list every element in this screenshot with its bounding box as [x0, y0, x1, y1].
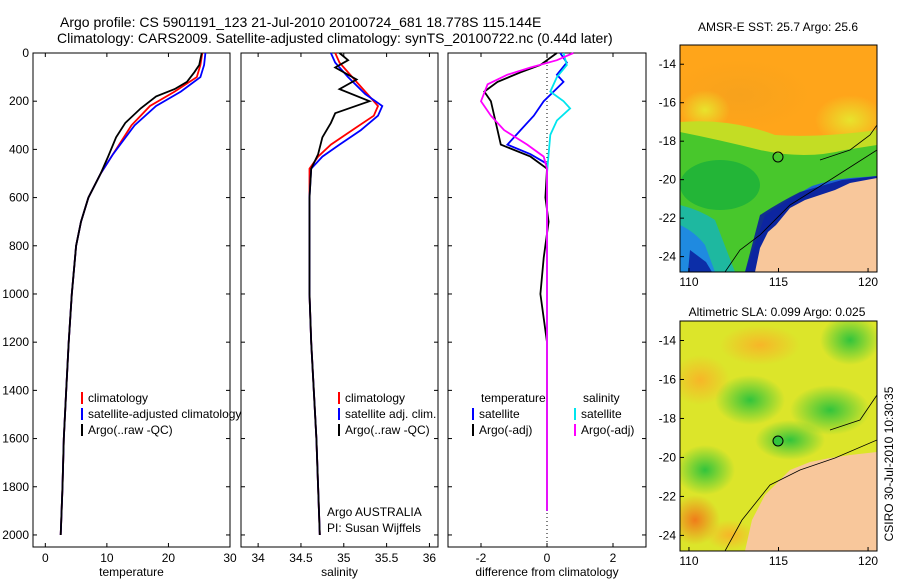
map-xtick-label: 110 — [679, 275, 698, 289]
sla-map: Altimetric SLA: 0.099 Argo: 0.025 110 115… — [659, 305, 879, 568]
sst-map-title: AMSR-E SST: 25.7 Argo: 25.6 — [698, 20, 858, 34]
difference-series-line — [483, 52, 558, 511]
legend-label: Argo(-adj) — [479, 423, 532, 437]
annotation-line: PI: Susan Wijffels — [327, 521, 421, 535]
legend-label: satellite adj. clim. — [345, 407, 436, 421]
salinity-xlabel: salinity — [321, 565, 358, 579]
legend-label: satellite — [479, 407, 520, 421]
depth-tick-label: 0 — [22, 46, 29, 60]
map-ytick-label: -20 — [659, 450, 677, 464]
map-ytick-label: -22 — [659, 489, 677, 503]
difference-xlabel: difference from climatology — [475, 565, 618, 579]
salinity-axes — [240, 52, 439, 548]
depth-tick-label: 1600 — [2, 432, 29, 446]
difference-xtick-label: 2 — [610, 551, 617, 565]
legend-label: Argo(-adj) — [581, 423, 634, 437]
temperature-xtick-label: 20 — [162, 551, 176, 565]
map-xtick-label: 115 — [769, 275, 788, 289]
depth-tick-label: 600 — [9, 191, 29, 205]
annotation-line: Argo AUSTRALIA — [327, 505, 422, 519]
sst-land — [755, 178, 877, 272]
temperature-panel: 0 10 20 30 0 200 400 600 800 1000 1200 1400 1600 1800… — [2, 46, 241, 579]
depth-tick-label: 400 — [9, 142, 29, 156]
title-line-1: Argo profile: CS 5901191_123 21-Jul-2010… — [60, 14, 541, 30]
legend-label: Argo(..raw -QC) — [345, 423, 430, 437]
temperature-axes — [32, 52, 231, 548]
sst-argo-marker — [772, 151, 784, 163]
map-xtick-label: 115 — [769, 554, 788, 568]
salinity-series-line — [308, 52, 373, 536]
salinity-xtick-label: 36 — [423, 551, 437, 565]
depth-tick-label: 2000 — [2, 528, 29, 542]
difference-xtick-label: -2 — [476, 551, 487, 565]
depth-tick-label: 800 — [9, 239, 29, 253]
map-ytick-label: -14 — [659, 333, 677, 347]
legend-label: climatology — [345, 391, 405, 405]
map-xtick-label: 110 — [679, 554, 698, 568]
salinity-xtick-label: 35.5 — [375, 551, 399, 565]
map-xtick-label: 120 — [858, 275, 878, 289]
depth-tick-label: 1200 — [2, 335, 29, 349]
depth-tick-label: 200 — [9, 94, 29, 108]
difference-series-line — [479, 52, 574, 511]
temperature-series-line — [59, 52, 203, 536]
salinity-panel: 34 34.5 35 35.5 36 salinity climatology satelli… — [240, 52, 439, 579]
temperature-xlabel: temperature — [99, 565, 164, 579]
map-ytick-label: -22 — [659, 211, 677, 225]
depth-tick-label: 1400 — [2, 383, 29, 397]
depth-tick-label: 1800 — [2, 480, 29, 494]
map-ytick-label: -24 — [659, 250, 677, 264]
side-timestamp: CSIRO 30-Jul-2010 10:30:35 — [882, 386, 896, 541]
map-ytick-label: -18 — [659, 411, 677, 425]
map-ytick-label: -16 — [659, 96, 677, 110]
salinity-xtick-label: 34.5 — [289, 551, 313, 565]
map-ytick-label: -24 — [659, 528, 677, 542]
temperature-xtick-label: 30 — [223, 551, 237, 565]
depth-tick-label: 1000 — [2, 287, 29, 301]
map-xtick-label: 120 — [858, 554, 878, 568]
legend-label: Argo(..raw -QC) — [88, 423, 173, 437]
temperature-xtick-label: 0 — [42, 551, 49, 565]
sst-map: AMSR-E SST: 25.7 Argo: 25.6 110 115 120 -14… — [659, 20, 879, 289]
map-ytick-label: -20 — [659, 173, 677, 187]
sla-argo-marker — [772, 435, 784, 447]
map-ytick-label: -14 — [659, 57, 677, 71]
sla-land — [745, 452, 877, 551]
legend-label: satellite-adjusted climatology — [88, 407, 241, 421]
salinity-xtick-label: 34 — [251, 551, 265, 565]
salinity-xtick-label: 35 — [337, 551, 351, 565]
map-ytick-label: -18 — [659, 134, 677, 148]
legend-heading: salinity — [583, 391, 620, 405]
title-line-2: Climatology: CARS2009. Satellite-adjuste… — [57, 30, 613, 46]
legend-label: satellite — [581, 407, 622, 421]
legend-label: climatology — [88, 391, 148, 405]
sla-map-title: Altimetric SLA: 0.099 Argo: 0.025 — [689, 305, 866, 319]
map-ytick-label: -16 — [659, 372, 677, 386]
temperature-xtick-label: 10 — [100, 551, 114, 565]
legend-heading: temperature — [481, 391, 546, 405]
difference-xtick-label: 0 — [544, 551, 551, 565]
